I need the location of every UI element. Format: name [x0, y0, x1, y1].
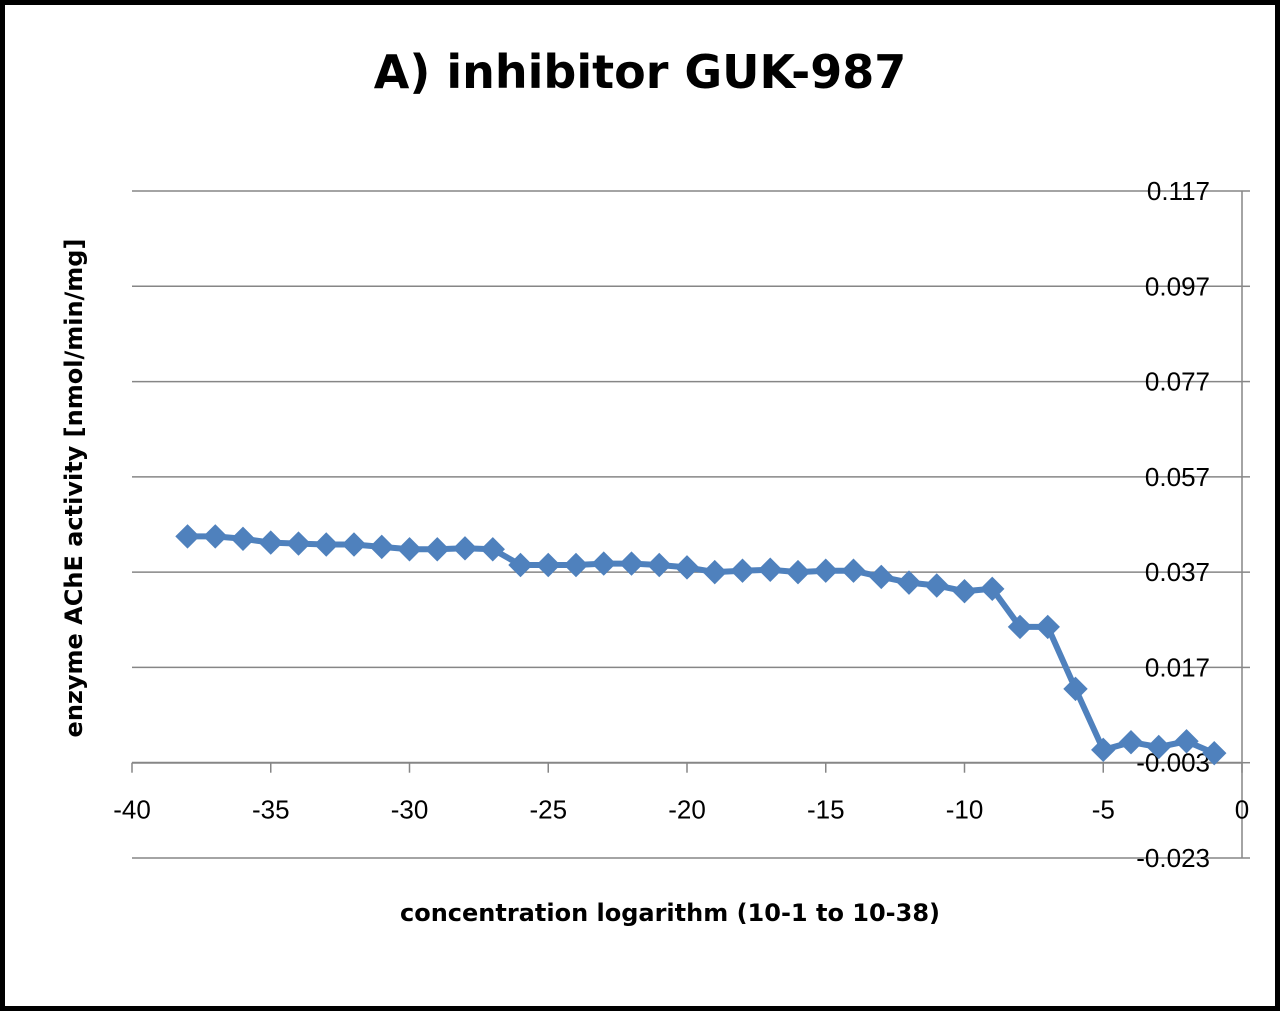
y-tick-label: -0.023 [1136, 843, 1210, 873]
x-tick-label: -40 [113, 795, 151, 825]
data-point-marker [425, 537, 450, 562]
data-point-marker [341, 532, 367, 557]
data-point-marker [1007, 614, 1033, 640]
x-tick-label: -5 [1092, 795, 1115, 825]
data-point-marker [230, 526, 256, 552]
y-tick-label: 0.117 [1147, 176, 1210, 206]
data-point-marker [536, 552, 561, 578]
data-point-marker [896, 570, 922, 595]
data-point-marker [758, 557, 783, 582]
data-point-marker [730, 558, 755, 583]
data-point-marker [203, 524, 228, 549]
y-tick-label: 0.077 [1145, 367, 1210, 397]
data-point-marker [702, 559, 727, 585]
data-point-marker [397, 537, 422, 562]
data-point-marker [841, 558, 866, 583]
data-point-marker [369, 534, 394, 560]
data-point-marker [869, 564, 894, 590]
y-tick-label: -0.003 [1136, 748, 1210, 778]
data-point-marker [1118, 730, 1144, 755]
data-point-marker [286, 531, 311, 556]
data-point-marker [480, 537, 505, 562]
y-tick-label: 0.017 [1145, 652, 1210, 682]
data-point-marker [980, 576, 1005, 602]
data-point-marker [258, 530, 283, 555]
axes [132, 191, 1243, 858]
data-point-marker [1063, 676, 1088, 702]
data-point-marker [674, 555, 700, 580]
data-point-marker [647, 552, 672, 578]
data-point-marker [952, 578, 977, 604]
data-point-marker [1091, 737, 1116, 763]
data-point-marker [508, 552, 533, 578]
gridlines [132, 190, 1242, 859]
data-point-marker [452, 536, 478, 561]
y-axis-title: enzyme AChE activity [nmol/min/mg] [60, 239, 88, 738]
y-tick-label: 0.097 [1145, 271, 1210, 301]
data-point-marker [591, 551, 616, 576]
y-tick-label: 0.037 [1145, 557, 1210, 587]
data-point-marker [175, 524, 200, 549]
data-point-marker [1202, 740, 1227, 766]
data-point-marker [785, 559, 811, 585]
series-line [187, 533, 1216, 756]
data-series [175, 524, 1227, 766]
x-tick-label: -10 [946, 795, 984, 825]
x-tick-label: -35 [252, 795, 290, 825]
chart-title: A) inhibitor GUK-987 [374, 45, 907, 99]
data-point-marker [619, 551, 644, 576]
x-tick-label: -15 [807, 795, 845, 825]
data-point-marker [563, 552, 589, 578]
data-point-marker [1174, 729, 1199, 754]
x-axis-title: concentration logarithm (10-1 to 10-38) [400, 899, 940, 927]
data-point-marker [924, 573, 949, 598]
x-tick-label: -25 [529, 795, 567, 825]
y-axis-ticks: 0.117 0.097 0.077 0.057 0.037 0.017 -0.003 -0.0… [1136, 176, 1250, 873]
data-point-marker [813, 558, 838, 583]
data-point-marker [314, 532, 339, 557]
x-tick-label: -20 [668, 795, 706, 825]
x-axis-ticks: -40 -35 -30 -25 -20 -15 -10 -5 0 [113, 762, 1249, 825]
data-point-marker [1146, 734, 1171, 760]
x-tick-label: -30 [391, 795, 429, 825]
data-point-marker [1035, 614, 1060, 640]
y-tick-label: 0.057 [1145, 462, 1210, 492]
x-tick-label: 0 [1235, 795, 1249, 825]
